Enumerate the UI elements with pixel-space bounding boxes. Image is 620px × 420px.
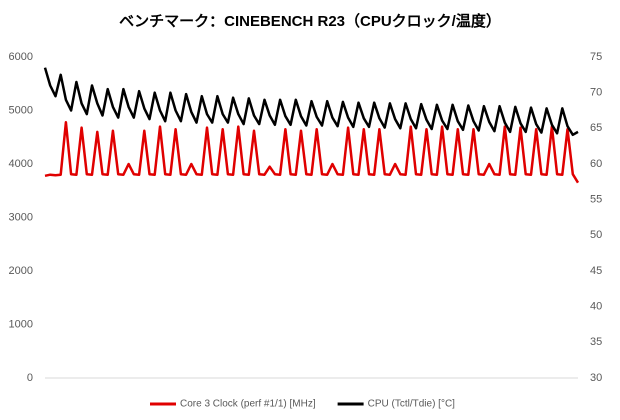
legend-label: Core 3 Clock (perf #1/1) [MHz] bbox=[180, 399, 316, 410]
y-tick-label: 5000 bbox=[9, 104, 33, 116]
y-tick-label: 3000 bbox=[9, 211, 33, 223]
y-tick-label: 0 bbox=[27, 372, 33, 384]
y2-tick-label: 30 bbox=[590, 372, 602, 384]
y-tick-label: 2000 bbox=[9, 265, 33, 277]
y2-tick-label: 65 bbox=[590, 122, 602, 134]
y2-tick-label: 60 bbox=[590, 158, 602, 170]
y2-tick-label: 55 bbox=[590, 194, 602, 206]
chart-title: ベンチマーク：CINEBENCH R23（CPUクロック/温度） bbox=[119, 12, 501, 30]
y2-tick-label: 35 bbox=[590, 336, 602, 348]
y2-tick-label: 50 bbox=[590, 229, 602, 241]
y-tick-label: 6000 bbox=[9, 51, 33, 63]
series-line bbox=[44, 121, 580, 184]
y2-tick-label: 70 bbox=[590, 87, 602, 99]
y-tick-label: 4000 bbox=[9, 158, 33, 170]
legend-label: CPU (Tctl/Tdie) [°C] bbox=[368, 399, 456, 410]
y2-tick-label: 40 bbox=[590, 301, 602, 313]
y-tick-label: 1000 bbox=[9, 318, 33, 330]
y2-tick-label: 75 bbox=[590, 51, 602, 63]
y2-tick-label: 45 bbox=[590, 265, 602, 277]
series-line bbox=[43, 67, 579, 137]
